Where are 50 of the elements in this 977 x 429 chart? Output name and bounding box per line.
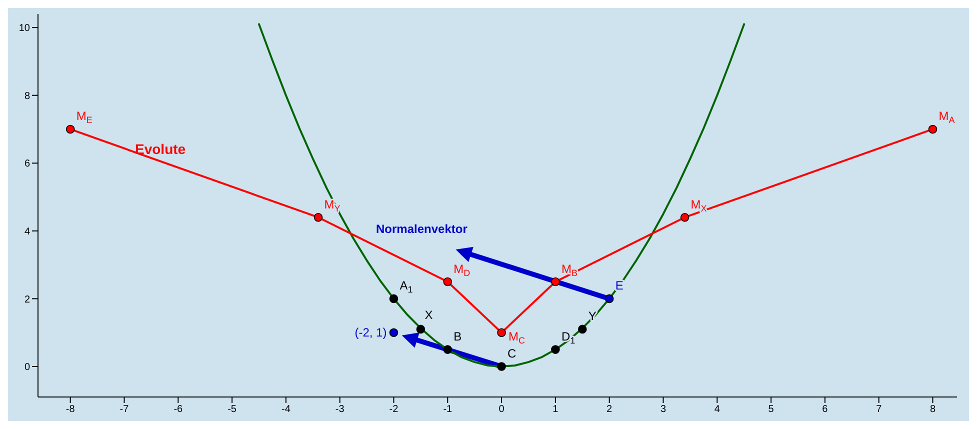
annotation: A$_{1}$ (400, 278, 413, 294)
point (928, 124, 938, 134)
annotation: M$_{C}$ (508, 330, 526, 346)
point (551, 277, 560, 286)
x-tick-label: -3 (335, 404, 345, 416)
y-tick-label: 6 (24, 158, 30, 170)
x-tick-label: 4 (714, 404, 720, 416)
point (66, 124, 75, 134)
x-tick-label: 6 (822, 404, 828, 416)
point (551, 345, 560, 354)
annotation: C (508, 346, 517, 360)
x-tick-label: 2 (606, 404, 613, 416)
y-tick-label: 8 (24, 90, 30, 102)
x-tick-label: -5 (228, 404, 237, 416)
point (389, 294, 398, 304)
annotation: M$_{E}$ (76, 109, 92, 125)
point (578, 324, 587, 334)
y-tick-label: 4 (24, 226, 30, 238)
x-tick-label: -2 (389, 404, 399, 416)
point (314, 212, 323, 222)
x-tick-label: -4 (281, 404, 291, 416)
x-tick-label: 8 (930, 404, 936, 416)
point (443, 345, 452, 354)
annotation: Evolute (135, 141, 186, 157)
x-tick-label: 5 (768, 404, 774, 416)
point (416, 324, 426, 334)
annotation: (-2, 1) (354, 326, 387, 340)
point (389, 328, 398, 337)
x-tick-label: -7 (120, 404, 130, 416)
annotation: M$_{A}$ (938, 109, 955, 125)
annotation: M$_{D}$ (454, 262, 471, 278)
point (680, 212, 690, 222)
x-tick-label: -6 (174, 404, 184, 416)
annotation: X (424, 308, 433, 322)
x-tick-label: 7 (876, 404, 882, 416)
y-tick-label: 0 (24, 362, 30, 374)
point (443, 277, 452, 286)
point (497, 362, 506, 371)
x-tick-label: -8 (66, 404, 76, 416)
annotation: Normalenvektor (376, 222, 468, 236)
y-tick-label: 10 (18, 23, 30, 34)
point (497, 328, 506, 337)
annotation: B (454, 330, 462, 344)
x-tick-label: 0 (498, 404, 505, 416)
y-tick-label: 2 (24, 294, 30, 306)
x-tick-label: 1 (552, 404, 559, 416)
x-tick-label: 3 (660, 404, 666, 416)
annotation: D$_{1}$ (561, 330, 576, 346)
point (604, 294, 614, 304)
x-tick-label: -1 (443, 404, 453, 416)
